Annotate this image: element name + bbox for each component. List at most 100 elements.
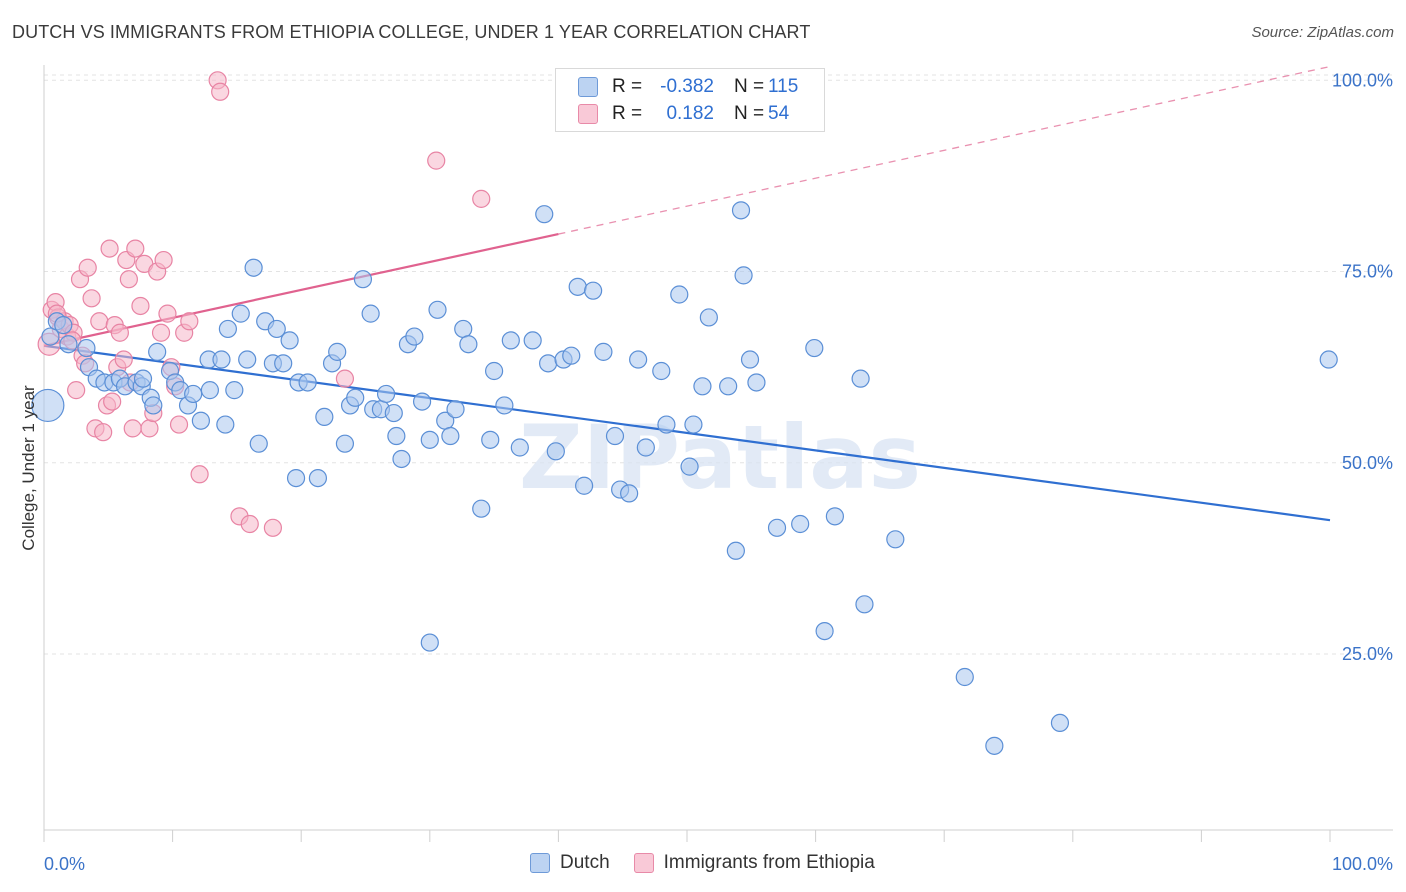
ethiopia-trend-extension [558,65,1331,235]
x-tick-label: 100.0% [1332,854,1393,874]
dutch-point [740,350,760,369]
dutch-point [767,518,787,537]
dutch-point [815,621,834,641]
source-label: Source: ZipAtlas.com [1251,24,1394,41]
dutch-point [144,396,163,415]
legend-item-dutch[interactable]: Dutch [530,852,610,874]
legend-row-dutch: R = -0.382 N = 115 [578,75,798,99]
dutch-point [274,354,293,373]
dutch-point [726,541,745,560]
dutch-point [392,449,411,469]
dutch-point [361,304,380,323]
dutch-point [791,514,810,534]
ethiopia-point [82,289,101,308]
r-label: R = [612,103,643,124]
dutch-point [535,205,554,224]
dutch-point [985,736,1004,755]
dutch-trend-line [43,344,1331,522]
dutch-point [308,469,328,488]
legend-label-dutch: Dutch [560,852,610,873]
ethiopia-point [335,369,355,388]
dutch-point [955,667,974,687]
dutch-point [77,338,96,358]
dutch-point [41,327,60,346]
ethiopia-point [240,514,259,534]
dutch-point [346,388,365,407]
dutch-point [481,430,500,449]
ethiopia-point [154,250,173,270]
dutch-point [495,396,514,415]
dutch-swatch [578,77,598,97]
n-value: 54 [768,103,790,124]
dutch-point [1050,713,1070,733]
dutch-point [886,530,905,549]
dutch-point [539,354,558,373]
dutch-point [575,476,594,495]
dutch-point [620,484,639,503]
ethiopia-point [67,381,86,400]
ethiopia-point [263,518,283,537]
dutch-point [855,595,874,614]
dutch-point [376,384,396,404]
y-tick-label: 50.0% [1342,453,1393,473]
ethiopia-point [211,82,230,101]
dutch-point [510,438,529,457]
dutch-point [200,381,219,400]
dutch-point [148,342,167,361]
dutch-point [298,373,317,392]
ethiopia-point [119,270,138,289]
dutch-point [218,319,237,339]
dutch-point [59,335,78,354]
dutch-point [605,426,625,446]
stats-legend: R = -0.382 N = 115 R = 0.182 N = 54 [555,68,825,132]
ethiopia-point [78,258,97,277]
ethiopia-point [114,350,133,369]
dutch-point [384,403,403,423]
ethiopia-point [472,189,491,208]
dutch-point [670,285,689,304]
dutch-point [216,415,235,434]
dutch-point [133,369,153,388]
chart-title: DUTCH VS IMMIGRANTS FROM ETHIOPIA COLLEG… [12,22,811,42]
dutch-point [441,426,460,446]
dutch-point [636,438,655,457]
dutch-point [315,407,334,426]
y-tick-label: 25.0% [1342,644,1393,664]
n-label: N = [734,103,765,124]
legend-row-ethiopia: R = 0.182 N = 54 [578,102,789,126]
dutch-point [428,300,447,319]
tick-labels: 25.0% 50.0% 75.0% 100.0% 0.0% 100.0% [44,70,1393,874]
legend-label-ethiopia: Immigrants from Ethiopia [663,852,875,873]
ethiopia-point [158,304,177,323]
ethiopia-point [151,323,171,342]
dutch-point [335,434,355,453]
legend-item-ethiopia[interactable]: Immigrants from Ethiopia [633,852,875,874]
ethiopia-trend-line [43,232,559,347]
dutch-point [328,342,347,361]
dutch-point [420,633,439,652]
dutch-point [459,335,478,354]
dutch-point [825,507,844,526]
dutch-point [420,430,439,449]
dutch-swatch [530,853,550,873]
dutch-point [212,350,231,369]
dutch-point [684,415,703,434]
ethiopia-point [123,419,142,438]
dutch-point [546,442,565,461]
ethiopia-swatch [578,104,598,124]
dutch-point [184,384,203,404]
trend-lines [43,65,1331,522]
dutch-point [238,350,257,369]
ethiopia-point [131,296,150,316]
dutch-point [719,377,738,396]
dutch-point [446,400,465,419]
dutch-point [657,415,676,434]
x-tick-label: 0.0% [44,854,85,874]
dutch-point [594,342,613,361]
dutch-point [249,434,268,453]
dutch-point [629,350,648,369]
dutch-point [652,361,671,381]
dutch-point [501,331,520,350]
dutch-point [680,457,699,476]
